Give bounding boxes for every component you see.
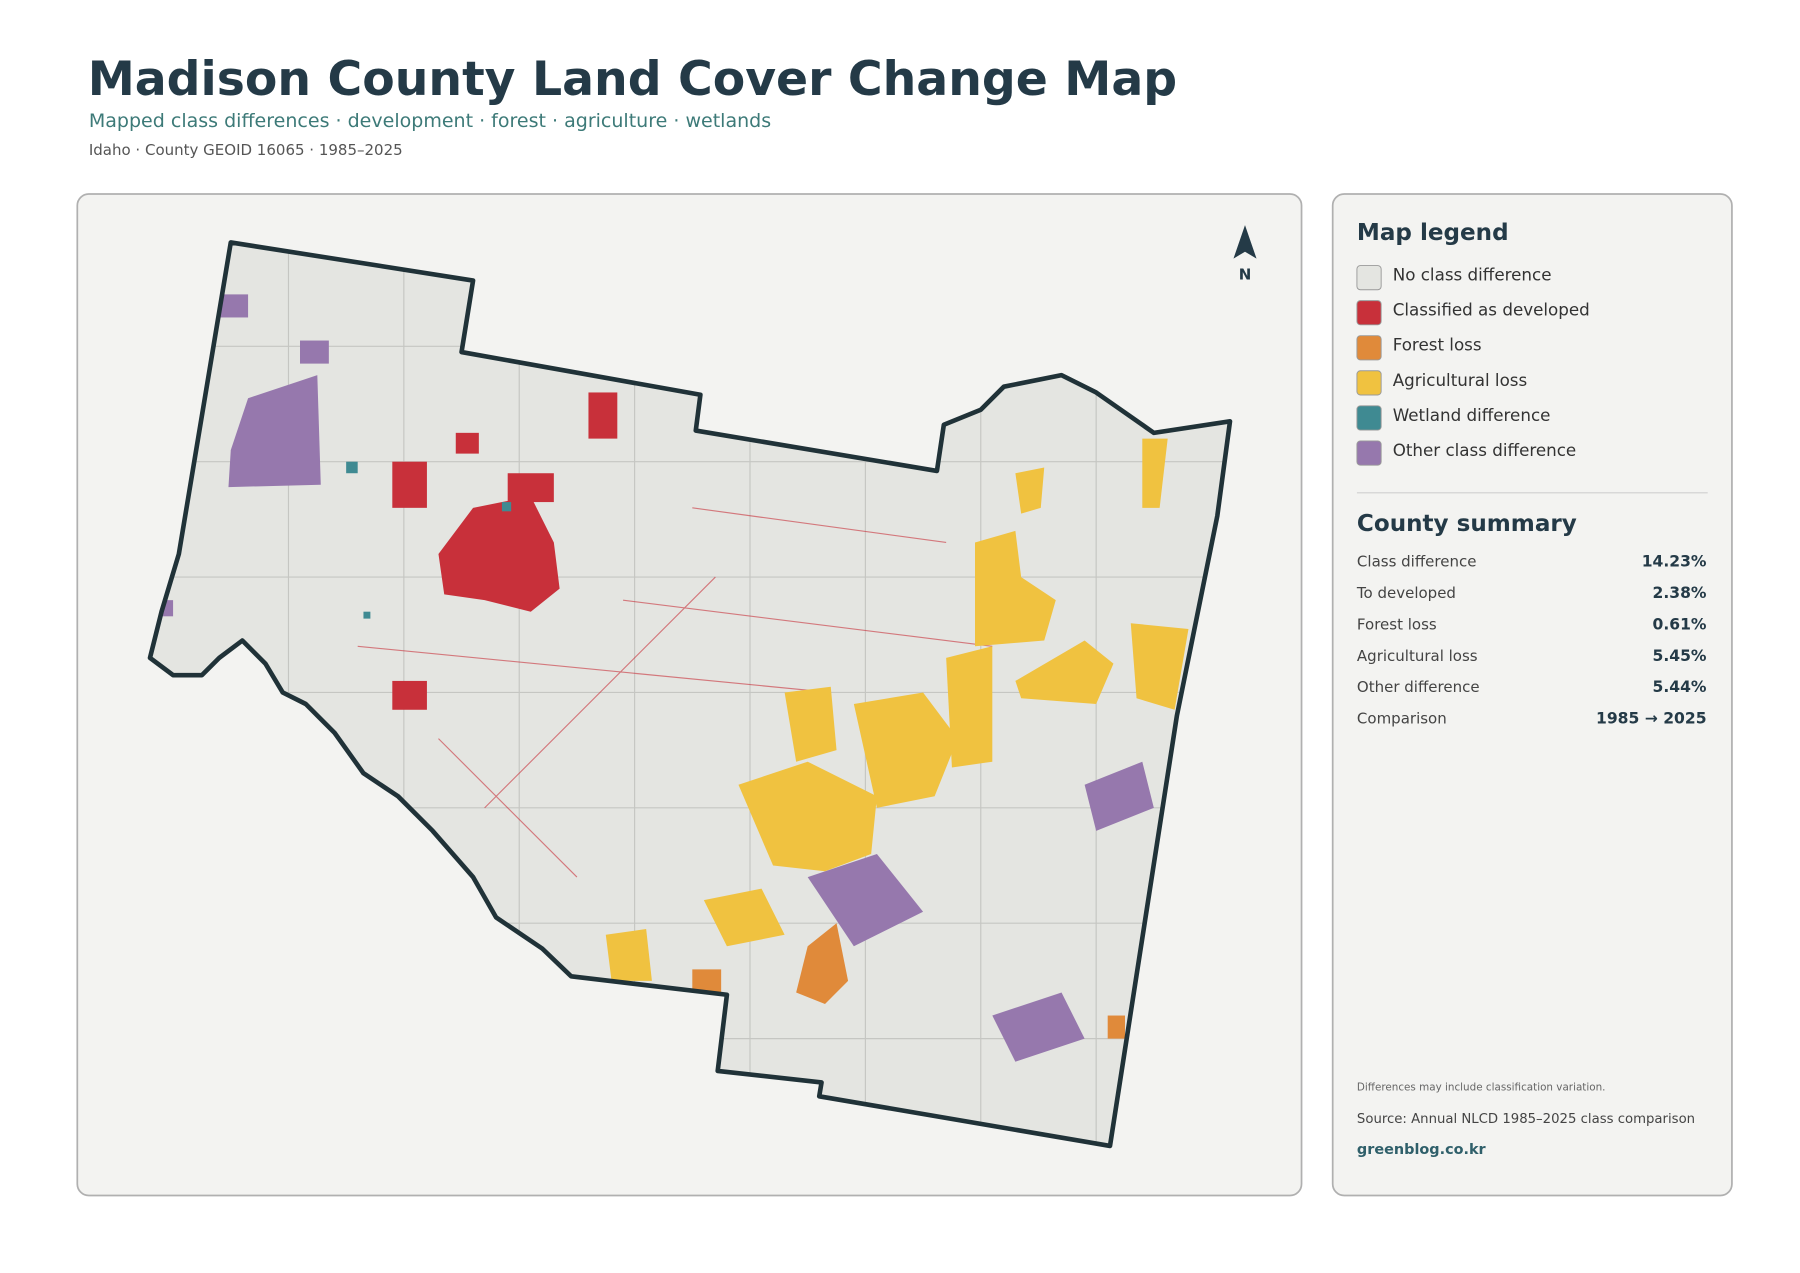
summary-label: Forest loss	[1357, 615, 1437, 633]
title: Madison County Land Cover Change Map	[88, 52, 1177, 107]
legend-swatch	[1356, 440, 1382, 466]
developed-patches	[392, 392, 618, 710]
footnote: Differences may include classification v…	[1357, 1082, 1606, 1094]
summary-label: Comparison	[1357, 710, 1447, 728]
summary-value: 5.44%	[1653, 678, 1707, 696]
north-arrow	[1233, 225, 1257, 259]
summary-value: 2.38%	[1653, 584, 1707, 602]
legend-title: Map legend	[1357, 220, 1509, 246]
summary-value: 0.61%	[1653, 615, 1707, 633]
forest-patches	[692, 923, 1125, 1039]
summary-label: To developed	[1356, 584, 1456, 602]
site-link[interactable]: greenblog.co.kr	[1357, 1142, 1487, 1158]
legend-label: No class difference	[1393, 265, 1552, 285]
source: Source: Annual NLCD 1985–2025 class comp…	[1357, 1112, 1695, 1127]
summary-label: Other difference	[1357, 678, 1480, 696]
legend-swatch	[1356, 265, 1382, 291]
legend-label: Wetland difference	[1393, 405, 1551, 425]
summary-value: 14.23%	[1642, 553, 1707, 571]
legend-label: Forest loss	[1393, 335, 1482, 355]
legend-label: Classified as developed	[1393, 300, 1590, 320]
meta: Idaho · County GEOID 16065 · 1985–2025	[89, 141, 403, 159]
agricultural-patches	[605, 438, 1189, 981]
north-label: N	[1239, 265, 1252, 283]
wetland-patches	[346, 461, 512, 619]
legend-swatch	[1356, 370, 1382, 396]
summary-value: 5.45%	[1653, 647, 1707, 665]
summary-value: 1985 → 2025	[1596, 710, 1707, 728]
other-patches	[150, 294, 1154, 1062]
summary-title: County summary	[1357, 511, 1577, 537]
legend-swatch	[1356, 405, 1382, 431]
legend-swatch	[1356, 300, 1382, 326]
road-lines	[357, 507, 993, 878]
legend-label: Agricultural loss	[1393, 370, 1528, 390]
county-outline	[147, 240, 1233, 1149]
subtitle: Mapped class differences · development ·…	[89, 110, 771, 132]
legend-label: Other class difference	[1393, 440, 1577, 460]
summary-label: Agricultural loss	[1357, 647, 1478, 665]
legend-swatch	[1356, 335, 1382, 361]
legend-panel	[1331, 193, 1733, 1197]
summary-label: Class difference	[1357, 553, 1477, 571]
